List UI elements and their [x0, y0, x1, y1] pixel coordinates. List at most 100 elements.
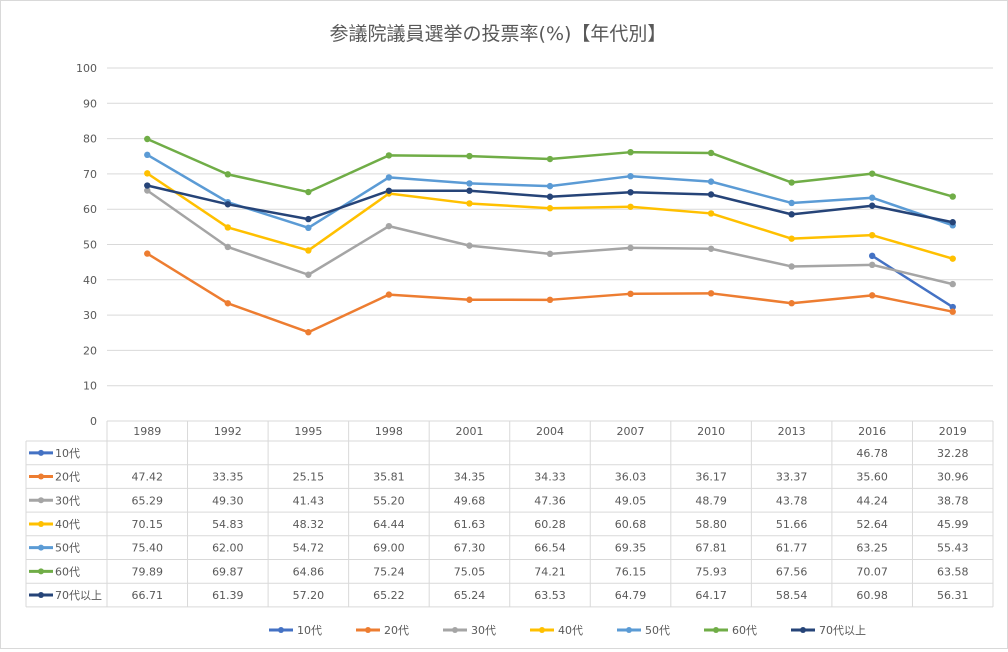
table-cell-value: 41.43: [293, 494, 325, 507]
table-cell-value: 49.68: [454, 494, 486, 507]
data-point: [305, 247, 312, 254]
data-point: [224, 201, 232, 208]
table-row-key-marker: [38, 568, 44, 575]
data-point: [466, 200, 473, 207]
table-cell-value: 35.81: [373, 471, 405, 484]
series-line: [870, 254, 954, 309]
y-tick-label: 40: [83, 274, 97, 287]
legend: 10代 20代 30代 40代 50代 60代 70代以上: [269, 624, 866, 637]
legend-label: 50代: [645, 624, 670, 637]
legend-label: 40代: [558, 624, 583, 637]
x-category-label: 2019: [939, 425, 967, 438]
data-point: [788, 235, 795, 242]
table-row-key-marker: [38, 449, 44, 456]
table-cell-value: 64.86: [293, 565, 325, 578]
table-cell-value: 76.15: [615, 565, 647, 578]
data-point: [627, 290, 634, 298]
table-row-series-name: 30代: [55, 494, 80, 507]
table-cell-value: 66.71: [132, 589, 164, 602]
data-point: [627, 148, 634, 156]
y-tick-label: 50: [83, 239, 97, 252]
table-cell-value: 35.60: [856, 471, 888, 484]
x-category-label: 1992: [214, 425, 242, 438]
table-row-key-marker: [38, 544, 44, 551]
table-cell-value: 67.56: [776, 565, 808, 578]
data-point: [868, 292, 876, 299]
data-point: [466, 296, 473, 303]
x-category-label: 2016: [858, 425, 886, 438]
table-cell-value: 64.17: [695, 589, 727, 602]
legend-key-marker: [626, 627, 632, 633]
data-point: [546, 296, 554, 304]
table-cell-value: 74.21: [534, 565, 566, 578]
data-point: [707, 245, 715, 252]
table-row-key-marker: [38, 473, 44, 480]
data-point: [385, 152, 393, 159]
data-point: [788, 179, 795, 186]
table-cell-value: 34.33: [534, 471, 566, 484]
table-cell-value: 63.53: [534, 589, 566, 602]
data-point: [224, 243, 232, 251]
y-tick-label: 70: [83, 168, 97, 181]
data-point: [627, 189, 634, 196]
data-point: [868, 252, 876, 260]
y-tick-label: 10: [83, 380, 97, 393]
table-cell-value: 55.43: [937, 542, 969, 555]
legend-key-marker: [539, 627, 545, 633]
data-point: [949, 193, 956, 200]
table-cell-value: 48.32: [293, 518, 325, 531]
data-point: [546, 205, 554, 212]
data-point: [707, 178, 715, 185]
data-point: [466, 242, 473, 249]
x-category-label: 1998: [375, 425, 403, 438]
table-cell-value: 61.39: [212, 589, 244, 602]
table-cell-value: 49.30: [212, 494, 244, 507]
table-cell-value: 36.03: [615, 471, 647, 484]
table-row-series-name: 50代: [55, 542, 80, 555]
table-row-key-marker: [38, 497, 44, 504]
table-cell-value: 25.15: [293, 471, 325, 484]
data-point: [546, 155, 554, 163]
data-point: [385, 222, 393, 230]
data-point: [224, 300, 232, 307]
table-cell-value: 57.20: [293, 589, 325, 602]
data-point: [949, 308, 956, 315]
data-point: [144, 187, 151, 194]
table-cell-value: 64.79: [615, 589, 647, 602]
table-cell-value: 43.78: [776, 494, 808, 507]
data-point: [788, 263, 795, 270]
data-point: [868, 194, 876, 201]
table-cell-value: 61.63: [454, 518, 486, 531]
data-point: [305, 188, 312, 196]
data-point: [224, 171, 232, 178]
table-cell-value: 65.22: [373, 589, 405, 602]
table-cell-value: 58.54: [776, 589, 808, 602]
legend-label: 30代: [471, 624, 496, 637]
data-point: [466, 187, 473, 194]
table-cell-value: 69.35: [615, 542, 647, 555]
table-cell-value: 33.37: [776, 471, 808, 484]
data-point: [546, 182, 554, 190]
table-row-series-name: 60代: [55, 565, 80, 578]
data-point: [707, 149, 715, 157]
table-cell-value: 46.78: [856, 447, 888, 460]
data-point: [949, 303, 956, 311]
table-cell-value: 47.42: [132, 471, 164, 484]
x-category-label: 1989: [133, 425, 161, 438]
table-cell-value: 49.05: [615, 494, 647, 507]
data-point: [144, 170, 151, 177]
table-cell-value: 69.00: [373, 542, 405, 555]
data-point: [144, 250, 151, 257]
table-cell-value: 47.36: [534, 494, 566, 507]
data-point: [466, 152, 473, 160]
x-category-label: 1995: [294, 425, 322, 438]
data-point: [868, 202, 876, 209]
legend-label: 20代: [384, 624, 409, 637]
chart-title: 参議院議員選挙の投票率(%)【年代別】: [330, 23, 667, 45]
y-tick-label: 80: [83, 133, 97, 146]
table-cell-value: 51.66: [776, 518, 808, 531]
data-point: [305, 271, 312, 278]
data-table: 1989 1992 1995 1998 2001 2004 2007 2010 2013 2016…: [25, 421, 994, 608]
